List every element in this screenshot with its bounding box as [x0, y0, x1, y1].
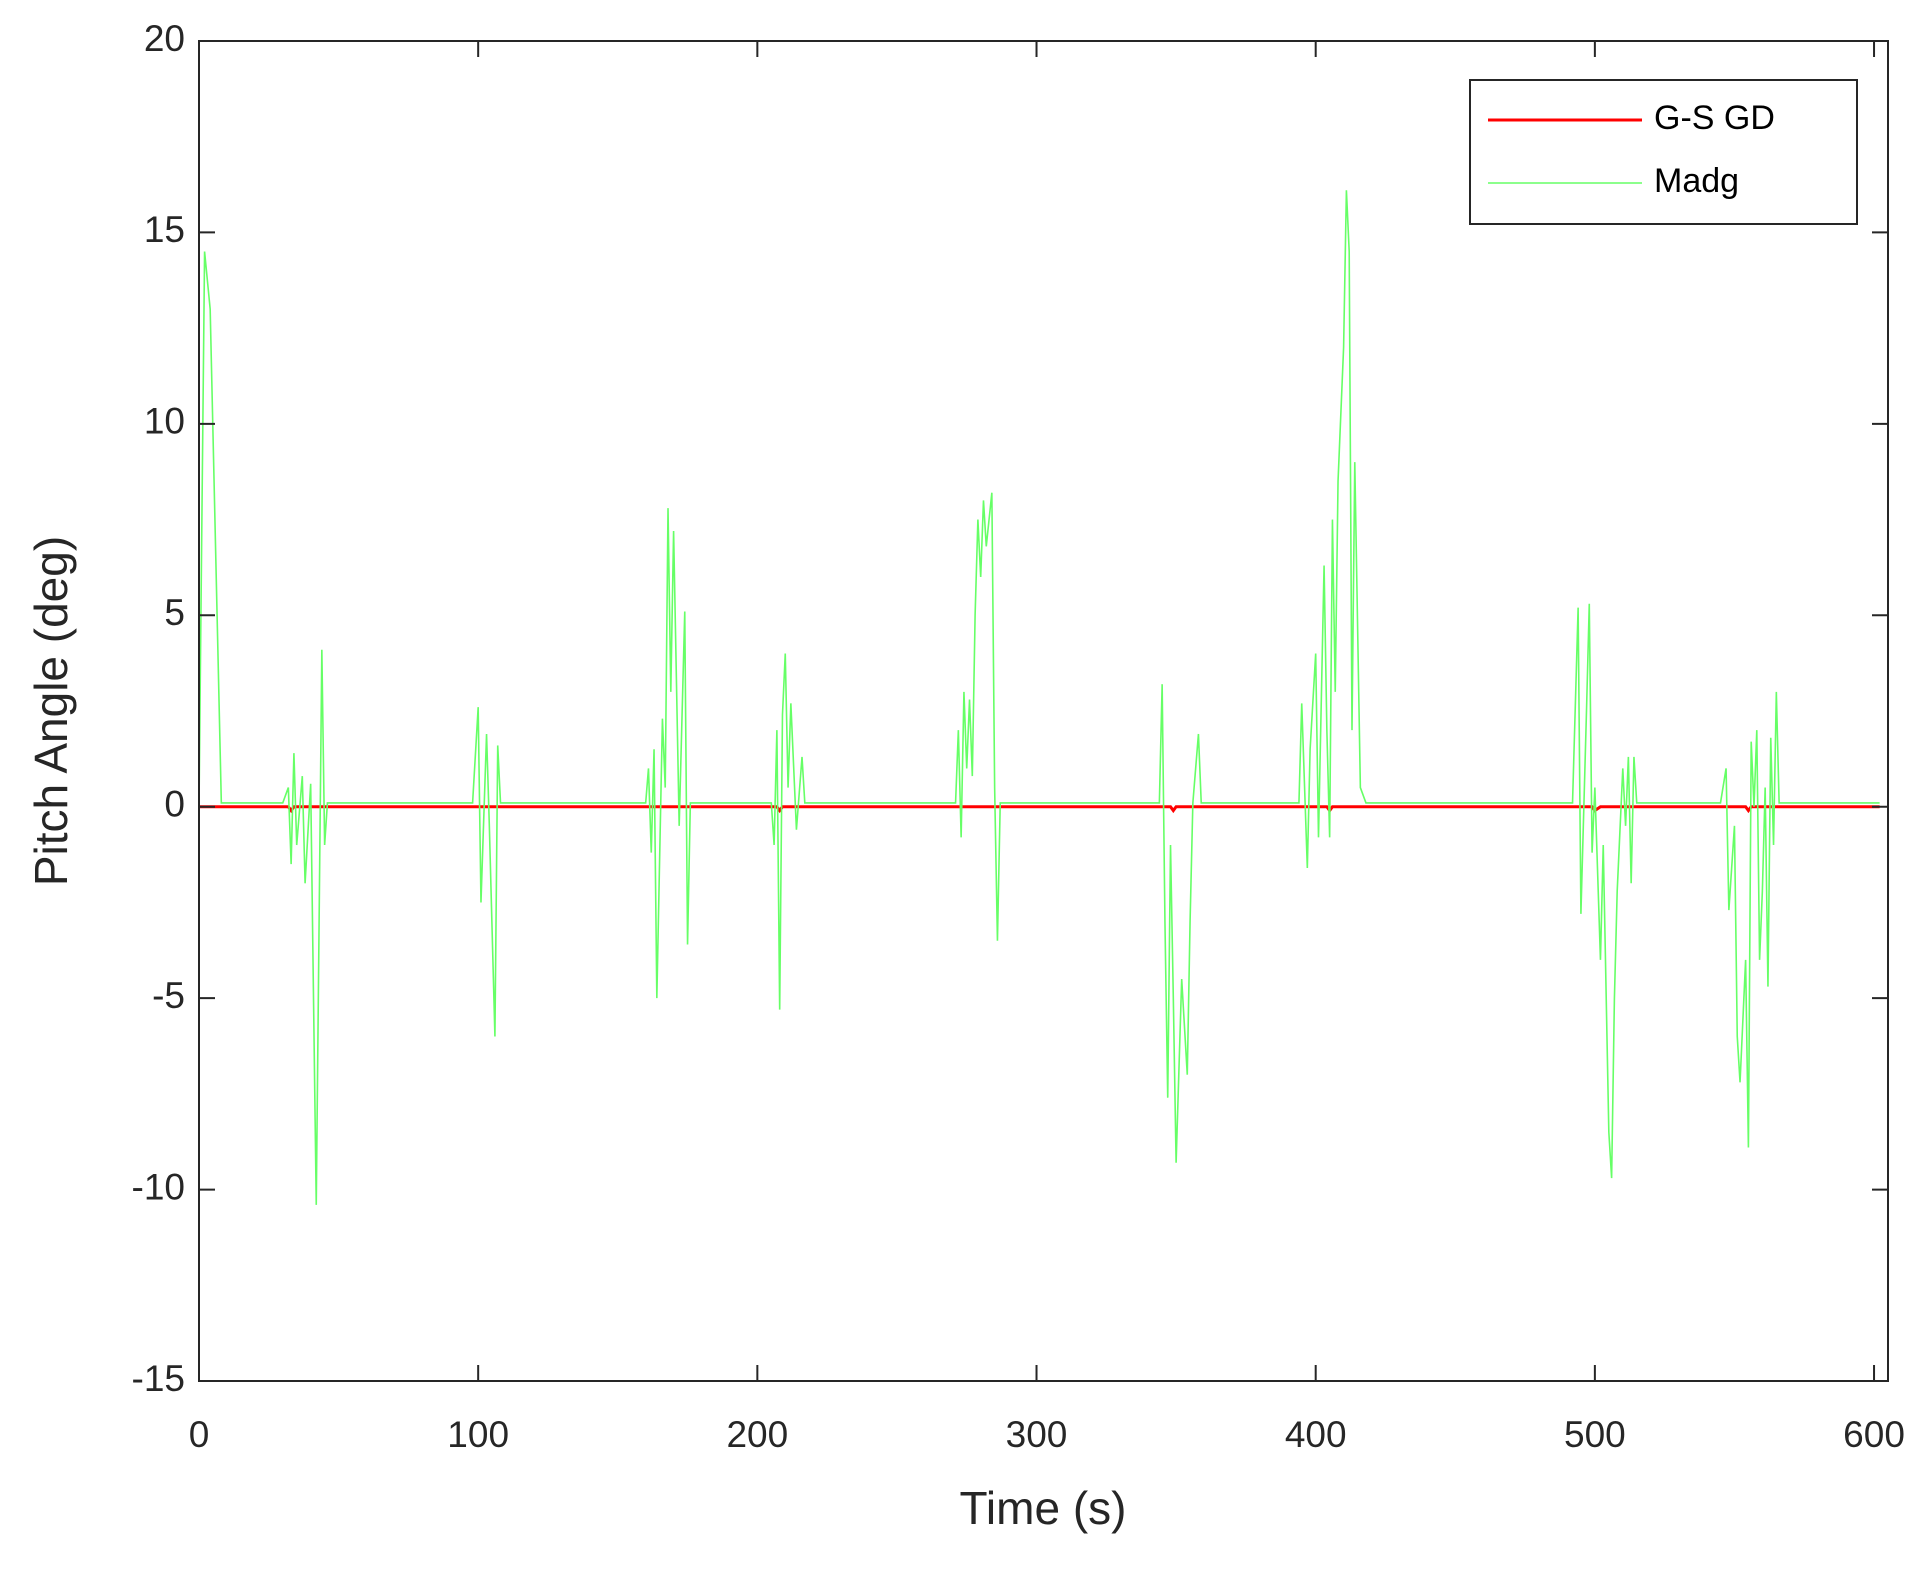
- y-tick-label: 15: [144, 209, 185, 250]
- x-tick-label: 100: [447, 1414, 509, 1455]
- data-line: [199, 805, 1880, 814]
- data-line: [198, 190, 1880, 1205]
- x-tick-label: 0: [189, 1414, 210, 1455]
- x-axis-label: Time (s): [960, 1482, 1127, 1534]
- y-axis-label: Pitch Angle (deg): [25, 536, 77, 886]
- legend-label: G-S GD: [1654, 99, 1775, 137]
- y-tick-label: -15: [132, 1358, 185, 1399]
- x-tick-label: 200: [726, 1414, 788, 1455]
- x-tick-label: 400: [1285, 1414, 1347, 1455]
- x-tick-label: 500: [1564, 1414, 1626, 1455]
- legend-box: [1469, 79, 1858, 225]
- legend-label: Madg: [1654, 162, 1739, 200]
- x-tick-label: 600: [1843, 1414, 1905, 1455]
- plot-frame: [198, 40, 1889, 1382]
- y-tick-label: 20: [144, 18, 185, 59]
- y-tick-label: 5: [164, 592, 185, 633]
- y-tick-label: -5: [152, 975, 185, 1016]
- y-tick-label: 10: [144, 401, 185, 442]
- x-tick-label: 300: [1006, 1414, 1068, 1455]
- y-tick-label: 0: [164, 783, 185, 824]
- y-tick-label: -10: [132, 1166, 185, 1207]
